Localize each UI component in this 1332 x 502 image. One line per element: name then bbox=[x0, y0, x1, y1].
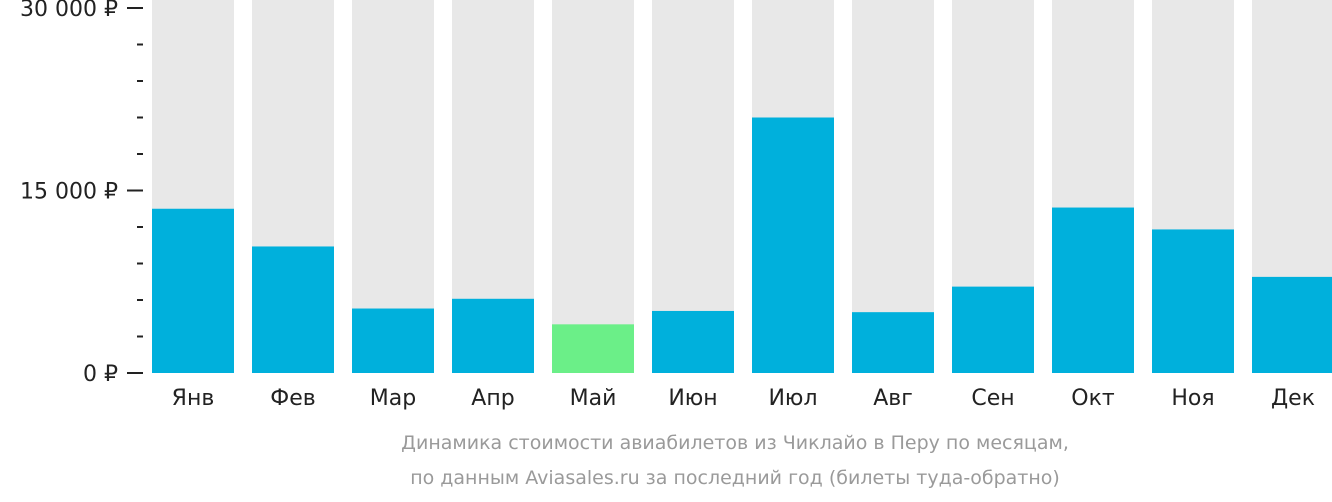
bar-5 bbox=[652, 310, 734, 373]
bar-background bbox=[852, 0, 934, 373]
x-tick-label: Янв bbox=[172, 386, 215, 411]
x-tick-label: Ноя bbox=[1171, 386, 1214, 411]
bar-background bbox=[552, 0, 634, 373]
bar-3 bbox=[452, 298, 534, 373]
x-tick-label: Фев bbox=[270, 386, 315, 411]
bar-10 bbox=[1152, 229, 1234, 373]
x-tick-label: Окт bbox=[1071, 386, 1115, 411]
bar-7 bbox=[852, 312, 934, 373]
x-tick-label: Июн bbox=[668, 386, 717, 411]
y-tick-label: 15 000 ₽ bbox=[20, 180, 118, 205]
bar-11 bbox=[1252, 276, 1332, 373]
bar-2 bbox=[352, 308, 434, 373]
x-tick-label: Апр bbox=[471, 386, 514, 411]
y-tick-label: 0 ₽ bbox=[83, 362, 118, 387]
bar-1 bbox=[252, 246, 334, 373]
x-tick-label: Сен bbox=[971, 386, 1014, 411]
x-tick-label: Мар bbox=[370, 386, 416, 411]
chart-title: Динамика стоимости авиабилетов из Чиклай… bbox=[401, 432, 1069, 454]
x-tick-label: Июл bbox=[768, 386, 817, 411]
bar-0 bbox=[152, 208, 234, 373]
bar-4 bbox=[552, 324, 634, 373]
x-tick-label: Дек bbox=[1271, 386, 1315, 411]
x-tick-label: Май bbox=[570, 386, 617, 411]
bar-6 bbox=[752, 117, 834, 373]
bar-background bbox=[652, 0, 734, 373]
chart-subtitle: по данным Aviasales.ru за последний год … bbox=[410, 467, 1060, 489]
y-tick-label: 30 000 ₽ bbox=[20, 0, 118, 22]
x-tick-label: Авг bbox=[873, 386, 913, 411]
bar-8 bbox=[952, 286, 1034, 373]
bar-9 bbox=[1052, 207, 1134, 373]
